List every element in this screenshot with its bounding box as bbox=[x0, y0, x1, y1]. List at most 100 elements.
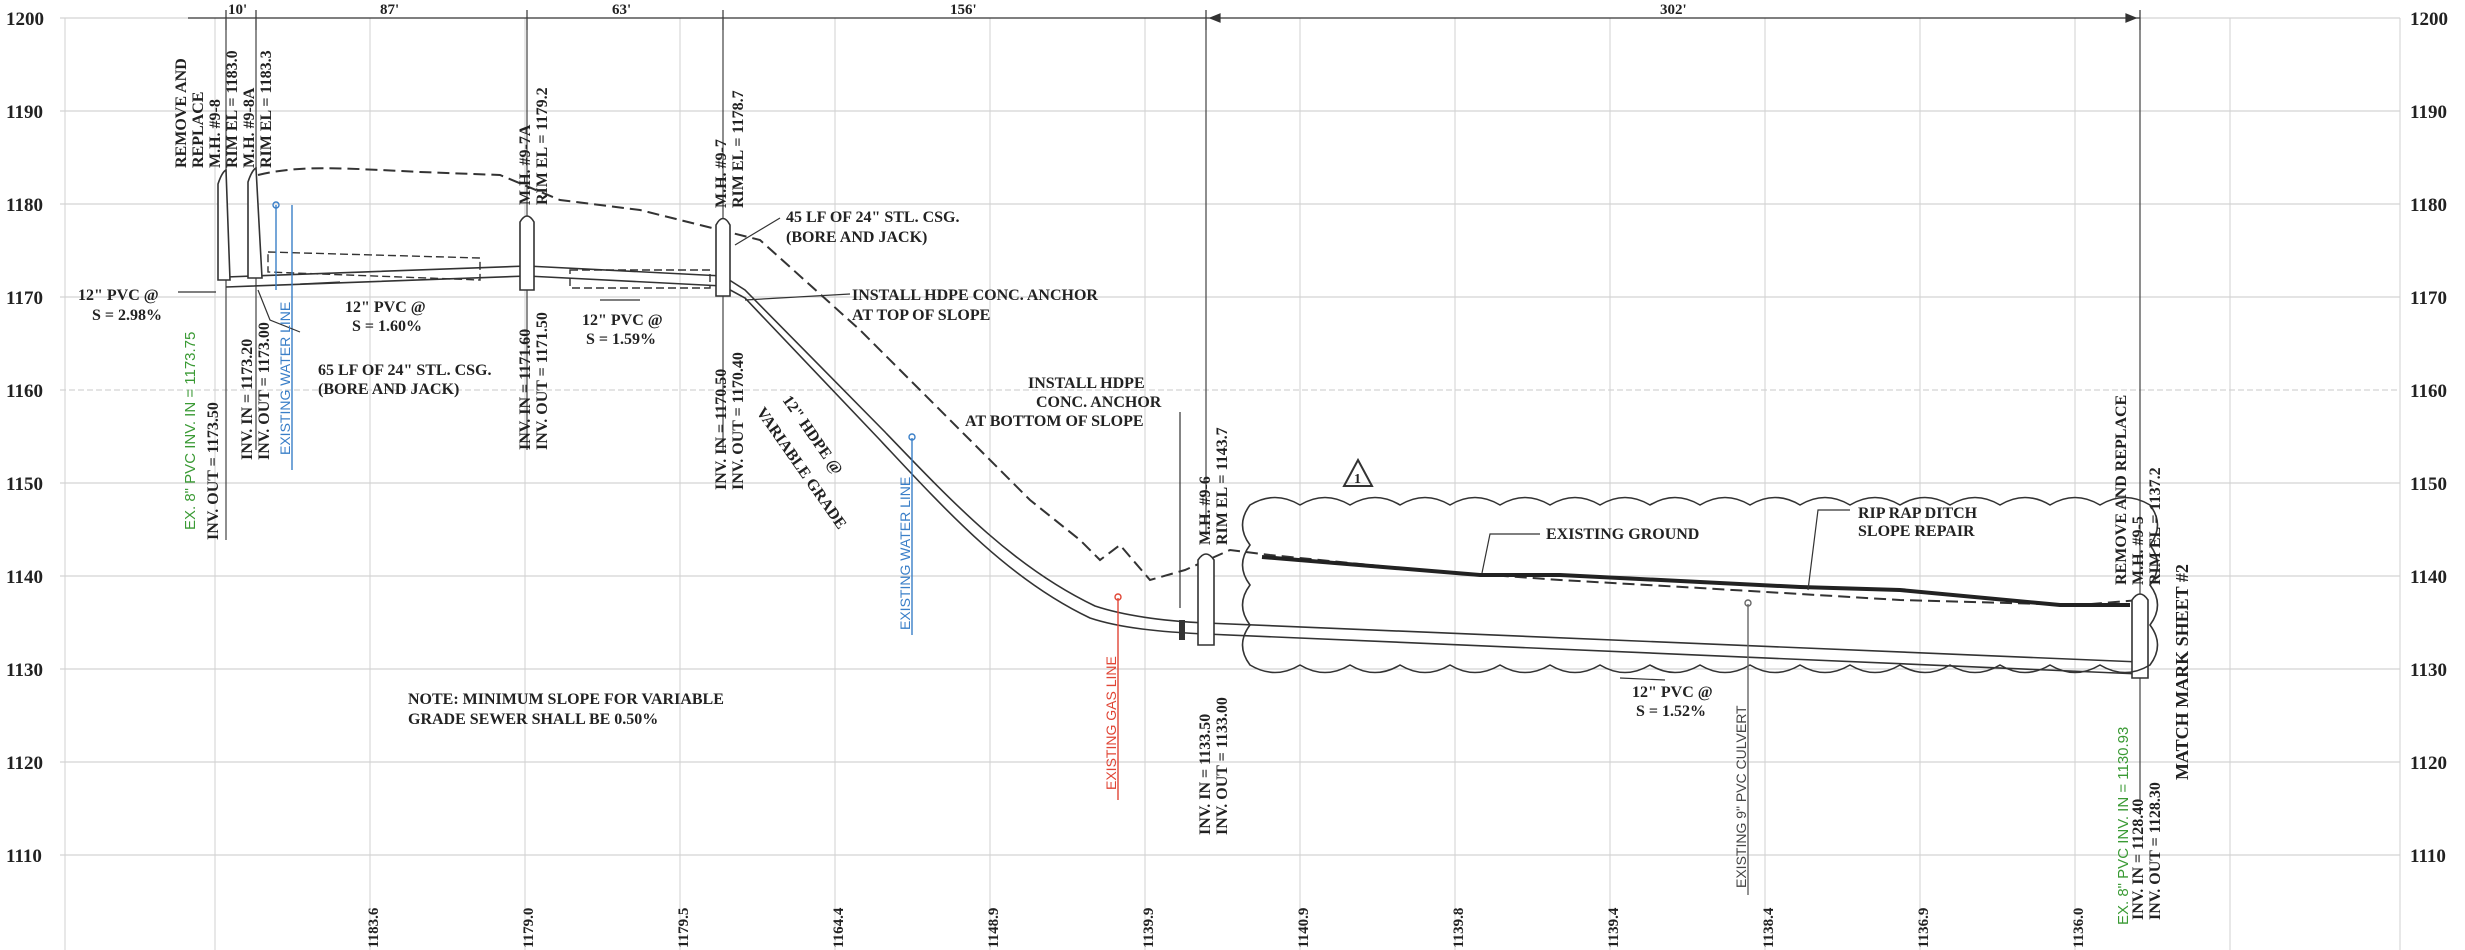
slope-2-pipe: 12" PVC @ bbox=[345, 299, 426, 316]
ground-elev: 1136.9 bbox=[1916, 908, 1932, 948]
anchor-top-line2: AT TOP OF SLOPE bbox=[852, 307, 990, 324]
dim-302ft: 302' bbox=[1660, 2, 1687, 18]
slope-labels: 12" PVC @ S = 2.98% 12" PVC @ S = 1.60% … bbox=[78, 287, 1713, 720]
manholes bbox=[217, 166, 2149, 679]
manhole-9-8 bbox=[217, 168, 231, 281]
revision-number: 1 bbox=[1354, 472, 1361, 487]
mh7a-inv-out: INV. OUT = 1171.50 bbox=[534, 312, 551, 450]
mh5-inv-out: INV. OUT = 1128.30 bbox=[2147, 782, 2164, 920]
elev-label: 1130 bbox=[6, 660, 43, 681]
ground-elev: 1136.0 bbox=[2071, 908, 2087, 948]
manhole-labels: REMOVE AND REPLACE M.H. #9-8 RIM EL = 11… bbox=[173, 50, 2192, 780]
mh8a-rim: RIM EL = 1183.3 bbox=[258, 50, 275, 168]
ground-elev: 1164.4 bbox=[831, 907, 847, 948]
casing-65-line1: 65 LF OF 24" STL. CSG. bbox=[318, 362, 492, 379]
grid bbox=[60, 17, 2401, 950]
mh5-inv-in: INV. IN = 1128.40 bbox=[2130, 799, 2147, 920]
elev-label: 1130 bbox=[2410, 660, 2447, 681]
riprap-slope-line bbox=[1261, 555, 2130, 607]
mh7a-label: M.H. #9-7A bbox=[517, 124, 534, 205]
dimension-string bbox=[188, 10, 2141, 30]
anchor-bottom-line3: AT BOTTOM OF SLOPE bbox=[965, 413, 1144, 430]
ground-elev: 1139.8 bbox=[1451, 908, 1467, 948]
existing-water-line-2: EXISTING WATER LINE bbox=[897, 477, 913, 630]
riprap-line2: SLOPE REPAIR bbox=[1858, 523, 1975, 540]
mh6-label: M.H. #9-6 bbox=[1197, 476, 1214, 545]
slope-5-pipe: 12" PVC @ bbox=[1632, 684, 1713, 701]
remove-replace-2: REPLACE bbox=[190, 92, 207, 168]
riprap-cloud bbox=[1241, 496, 2159, 674]
invert-labels: INV. OUT = 1173.50 INV. IN = 1173.20 INV… bbox=[205, 312, 2164, 920]
existing-water-line-1: EXISTING WATER LINE bbox=[277, 302, 293, 455]
elevation-axis-right: 1200 1190 1180 1170 1160 1150 1140 1130 … bbox=[2410, 9, 2448, 867]
match-mark: MATCH MARK SHEET #2 bbox=[2172, 564, 2192, 780]
ground-elev: 1179.0 bbox=[521, 908, 537, 948]
remove-replace-1: REMOVE AND bbox=[173, 58, 190, 168]
casing-45-line1: 45 LF OF 24" STL. CSG. bbox=[786, 209, 960, 226]
elev-label: 1140 bbox=[2410, 567, 2447, 588]
callout-labels: 45 LF OF 24" STL. CSG. (BORE AND JACK) 6… bbox=[318, 209, 1978, 728]
manhole-9-7 bbox=[715, 217, 731, 297]
dim-10ft: 10' bbox=[228, 2, 247, 18]
slope-1-pipe: 12" PVC @ bbox=[78, 287, 159, 304]
existing-culvert: EXISTING 9" PVC CULVERT bbox=[1733, 705, 1749, 888]
anchor-bottom-line2: CONC. ANCHOR bbox=[1036, 394, 1162, 411]
ground-elev: 1139.4 bbox=[1606, 907, 1622, 948]
mh5-remove: REMOVE AND REPLACE bbox=[2113, 395, 2130, 585]
ground-elev: 1148.9 bbox=[986, 908, 1002, 948]
elev-label: 1200 bbox=[2410, 9, 2448, 30]
mh8-rim: RIM EL = 1183.0 bbox=[224, 50, 241, 168]
mh6-inv-out: INV. OUT = 1133.00 bbox=[1214, 697, 1231, 835]
dim-156ft: 156' bbox=[950, 2, 977, 18]
ground-elev: 1140.9 bbox=[1296, 908, 1312, 948]
manhole-9-7a bbox=[519, 215, 535, 291]
casings bbox=[267, 251, 711, 289]
mh8-inv-out: INV. OUT = 1173.50 bbox=[205, 402, 222, 540]
utility-labels: EX. 8" PVC INV. IN = 1173.75 EX. 8" PVC … bbox=[182, 302, 2132, 925]
slope-2-value: S = 1.60% bbox=[352, 318, 422, 335]
note-line2: GRADE SEWER SHALL BE 0.50% bbox=[408, 711, 658, 728]
sewer-pipe bbox=[225, 265, 2141, 675]
elev-label: 1110 bbox=[2410, 846, 2446, 867]
ex-pvc-inv-2: EX. 8" PVC INV. IN = 1130.93 bbox=[2115, 727, 2132, 925]
mh8a-label: M.H. #9-8A bbox=[241, 87, 258, 168]
elev-label: 1200 bbox=[6, 9, 44, 30]
dim-63ft: 63' bbox=[612, 2, 631, 18]
ground-elev: 1139.9 bbox=[1141, 908, 1157, 948]
elev-label: 1120 bbox=[6, 753, 43, 774]
elev-label: 1110 bbox=[6, 846, 42, 867]
manhole-9-8a bbox=[247, 166, 263, 279]
manhole-9-5 bbox=[2131, 593, 2149, 679]
elev-label: 1190 bbox=[2410, 102, 2447, 123]
elev-label: 1150 bbox=[2410, 474, 2447, 495]
anchor-top-line1: INSTALL HDPE CONC. ANCHOR bbox=[852, 287, 1098, 304]
elev-label: 1170 bbox=[6, 288, 43, 309]
dimension-labels: 10' 87' 63' 156' 302' bbox=[228, 2, 1687, 18]
mh7-inv-out: INV. OUT = 1170.40 bbox=[730, 352, 747, 490]
slope-5-value: S = 1.52% bbox=[1636, 703, 1706, 720]
existing-ground-line bbox=[257, 167, 2141, 607]
elev-label: 1170 bbox=[2410, 288, 2447, 309]
mh8-label: M.H. #9-8 bbox=[207, 99, 224, 168]
note-line1: NOTE: MINIMUM SLOPE FOR VARIABLE bbox=[408, 691, 724, 708]
elev-label: 1160 bbox=[6, 381, 43, 402]
manhole-9-6 bbox=[1197, 553, 1215, 646]
elev-label: 1180 bbox=[6, 195, 43, 216]
existing-ground-label: EXISTING GROUND bbox=[1546, 526, 1699, 543]
utility-lines bbox=[272, 201, 1752, 895]
existing-gas-line: EXISTING GAS LINE bbox=[1103, 656, 1119, 790]
slope-3-pipe: 12" PVC @ bbox=[582, 312, 663, 329]
ground-elev: 1179.5 bbox=[676, 908, 692, 948]
mh7a-rim: RIM EL = 1179.2 bbox=[534, 87, 551, 205]
ground-elev: 1138.4 bbox=[1761, 907, 1777, 948]
mh5-rim: RIM EL = 1137.2 bbox=[2147, 467, 2164, 585]
elev-label: 1180 bbox=[2410, 195, 2447, 216]
ground-elevation-labels: 1183.6 1179.0 1179.5 1164.4 1148.9 1139.… bbox=[366, 907, 2087, 948]
casing-45-line2: (BORE AND JACK) bbox=[786, 229, 927, 246]
elev-label: 1150 bbox=[6, 474, 43, 495]
anchor-bottom-line1: INSTALL HDPE bbox=[1028, 375, 1145, 392]
mh8a-inv-out: INV. OUT = 1173.00 bbox=[256, 322, 273, 460]
mh7-rim: RIM EL = 1178.7 bbox=[730, 90, 747, 208]
mh5-label: M.H. #9-5 bbox=[2130, 516, 2147, 585]
